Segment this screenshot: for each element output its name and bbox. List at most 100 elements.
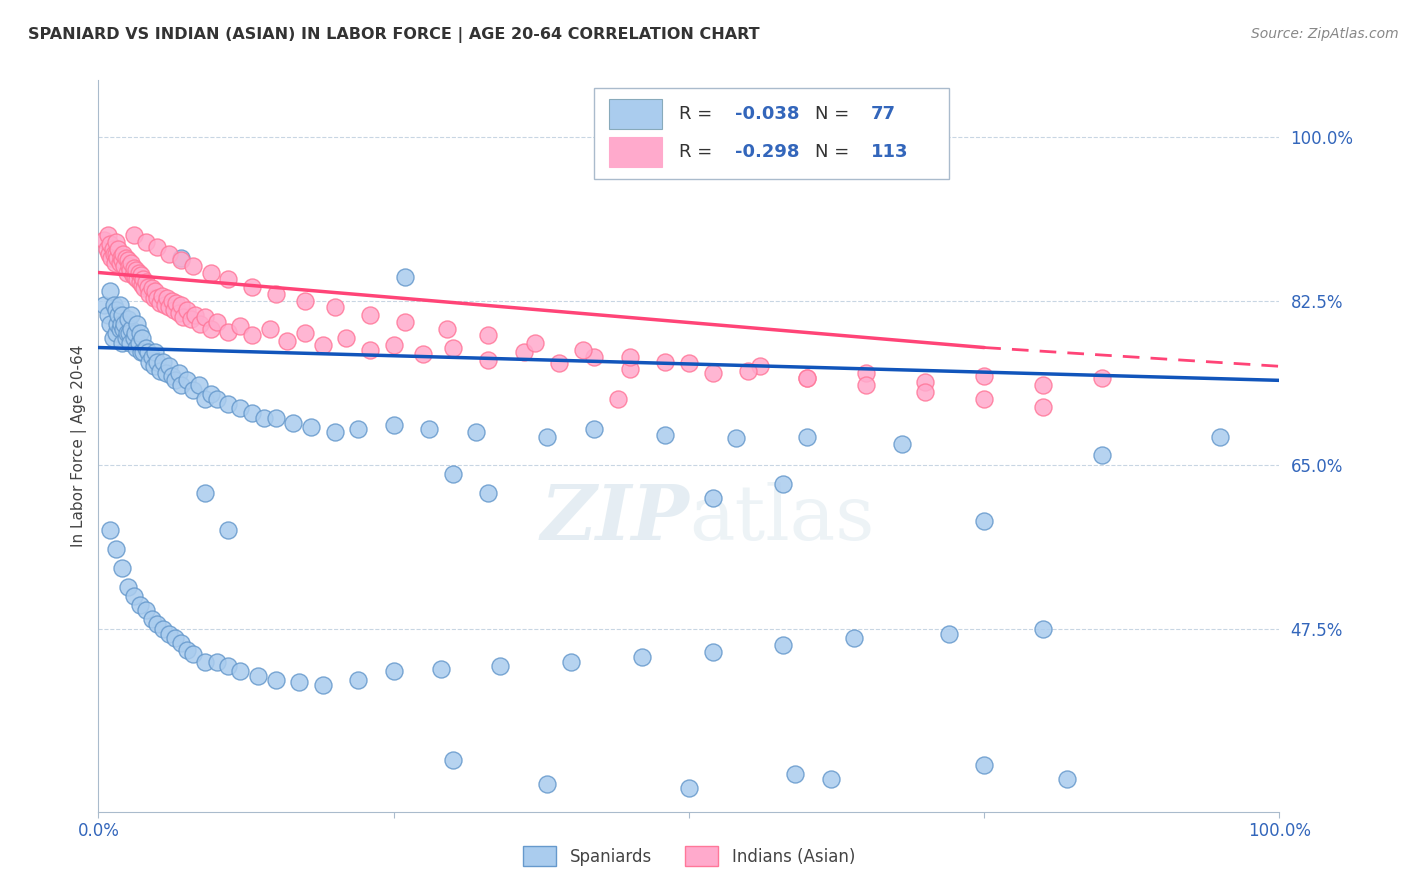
Point xyxy=(678,781,700,796)
Point xyxy=(125,262,148,277)
Point xyxy=(441,341,464,355)
Point xyxy=(142,359,165,374)
Point xyxy=(571,343,593,358)
Point xyxy=(143,285,166,299)
Point xyxy=(796,371,818,385)
Point xyxy=(229,664,252,678)
Point xyxy=(129,268,152,283)
Point xyxy=(938,626,960,640)
Point xyxy=(796,429,818,443)
Point xyxy=(702,645,724,659)
Point xyxy=(160,368,183,383)
Point xyxy=(176,303,198,318)
Point xyxy=(108,256,131,270)
Point xyxy=(121,256,143,270)
Text: 113: 113 xyxy=(870,143,908,161)
Point xyxy=(654,427,676,442)
Point xyxy=(110,250,132,264)
Text: Source: ZipAtlas.com: Source: ZipAtlas.com xyxy=(1251,27,1399,41)
Point xyxy=(180,312,202,326)
Point xyxy=(312,678,335,692)
Point xyxy=(127,272,149,286)
Point xyxy=(157,300,180,314)
Point xyxy=(181,647,204,661)
Point xyxy=(441,753,464,767)
Point xyxy=(394,270,416,285)
Point xyxy=(128,599,150,613)
Point xyxy=(167,306,190,320)
Point xyxy=(128,266,150,280)
Point xyxy=(101,242,124,256)
Point xyxy=(127,317,149,331)
Point xyxy=(132,272,155,286)
Point xyxy=(125,341,148,355)
Point xyxy=(121,322,143,336)
Point xyxy=(253,410,276,425)
Text: ZIP: ZIP xyxy=(540,483,689,556)
Point xyxy=(246,669,269,683)
Point xyxy=(1032,400,1054,414)
Point xyxy=(128,335,150,350)
Point xyxy=(524,335,547,350)
Point xyxy=(264,287,287,301)
Point xyxy=(188,317,211,331)
Point xyxy=(359,308,381,322)
Point xyxy=(112,259,135,273)
Point xyxy=(157,359,180,374)
Point xyxy=(477,352,499,367)
Point xyxy=(1032,378,1054,392)
Point xyxy=(134,281,156,295)
Point xyxy=(170,378,193,392)
Point xyxy=(101,331,124,345)
Point xyxy=(973,392,995,406)
Point xyxy=(973,368,995,383)
Point xyxy=(135,603,157,617)
Point xyxy=(146,617,169,632)
Point xyxy=(146,240,169,254)
Legend: Spaniards, Indians (Asian): Spaniards, Indians (Asian) xyxy=(516,839,862,873)
Point xyxy=(181,383,204,397)
Point xyxy=(441,467,464,482)
Point xyxy=(155,366,177,380)
Point xyxy=(132,345,155,359)
Point xyxy=(194,310,217,324)
Point xyxy=(112,317,135,331)
Point xyxy=(105,326,128,341)
Point xyxy=(124,270,146,285)
Point xyxy=(152,354,174,368)
Point xyxy=(229,318,252,333)
Point xyxy=(299,420,322,434)
Point xyxy=(240,279,263,293)
Point xyxy=(150,289,173,303)
Point xyxy=(105,246,128,260)
Point xyxy=(796,371,818,385)
Point xyxy=(124,326,146,341)
Point xyxy=(170,253,193,268)
Point xyxy=(217,272,239,286)
Point xyxy=(118,326,141,341)
Text: 77: 77 xyxy=(870,105,896,123)
Point xyxy=(107,308,129,322)
Point xyxy=(136,345,159,359)
Point xyxy=(217,524,239,538)
Point xyxy=(117,580,139,594)
Point xyxy=(105,235,128,249)
Point xyxy=(536,776,558,790)
FancyBboxPatch shape xyxy=(609,136,662,168)
Point xyxy=(973,514,995,528)
Point xyxy=(844,632,866,646)
Point xyxy=(108,322,131,336)
Point xyxy=(200,387,222,401)
Point xyxy=(619,350,641,364)
Point xyxy=(143,345,166,359)
Point xyxy=(131,331,153,345)
Point xyxy=(108,298,131,312)
Point xyxy=(1091,449,1114,463)
Point xyxy=(702,491,724,505)
Point xyxy=(135,235,157,249)
Point xyxy=(122,260,145,275)
Point xyxy=(283,416,305,430)
Point xyxy=(1032,622,1054,636)
Point xyxy=(855,378,877,392)
Point xyxy=(136,279,159,293)
